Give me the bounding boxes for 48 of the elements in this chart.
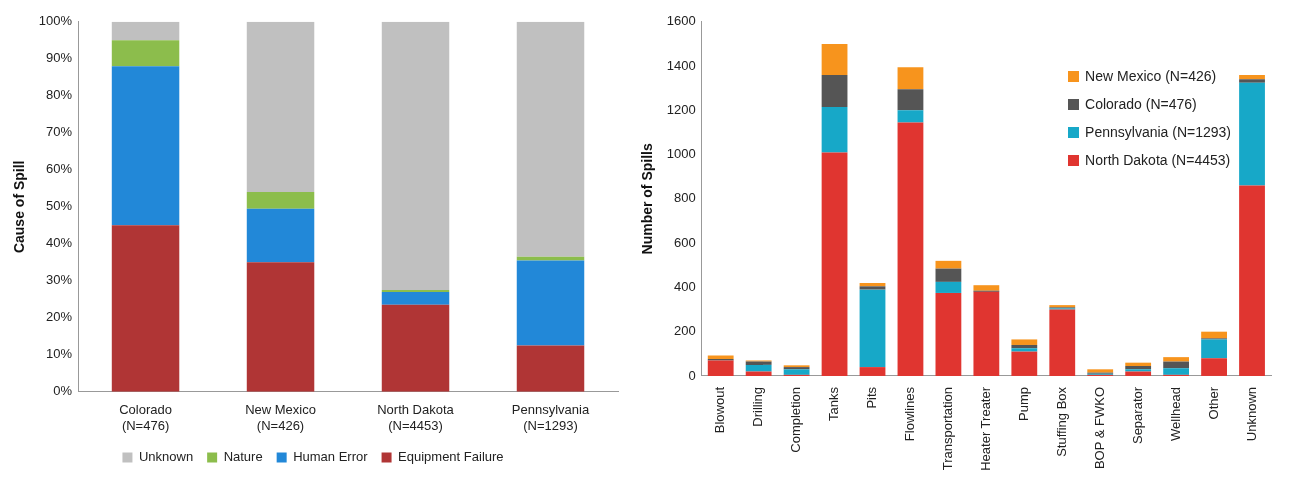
x-tick-label: BOP & FWKO bbox=[1091, 386, 1107, 470]
x-tick-label: Blowout bbox=[712, 386, 728, 434]
y-tick-label: 70% bbox=[46, 124, 73, 140]
x-tick-label: Stuffing Box bbox=[1053, 386, 1069, 457]
legend-label: Pennsylvania (N=1293) bbox=[1085, 124, 1231, 140]
legend-label: Colorado (N=476) bbox=[1085, 96, 1197, 112]
legend-label: Equipment Failure bbox=[398, 449, 504, 465]
y-tick-label: 1400 bbox=[666, 57, 696, 73]
legend-label: North Dakota (N=4453) bbox=[1085, 152, 1231, 168]
y-tick-label: 1000 bbox=[666, 146, 696, 162]
y-axis-title: Cause of Spill bbox=[11, 160, 28, 254]
y-tick-label: 0% bbox=[53, 383, 73, 399]
x-tick-label: Separator bbox=[1129, 386, 1145, 445]
x-tick-label: Drilling bbox=[750, 386, 766, 427]
y-tick-label: 40% bbox=[46, 235, 73, 251]
x-tick-label: Pump bbox=[1015, 386, 1031, 421]
y-tick-label: 0 bbox=[688, 367, 696, 383]
x-tick-label: Pits bbox=[864, 386, 880, 409]
x-tick-label: Wellhead bbox=[1167, 386, 1183, 441]
y-tick-label: 100% bbox=[38, 13, 73, 29]
legend-label: New Mexico (N=426) bbox=[1085, 68, 1217, 84]
y-tick-label: 20% bbox=[46, 309, 73, 325]
y-tick-label: 600 bbox=[674, 234, 696, 250]
y-tick-label: 10% bbox=[46, 346, 73, 362]
x-tick-label: Unknown bbox=[1243, 386, 1259, 442]
x-tick-label: Transportation bbox=[939, 386, 955, 471]
y-tick-label: 1200 bbox=[666, 101, 696, 117]
x-tick-label: Heater Treater bbox=[977, 386, 993, 471]
y-tick-label: 60% bbox=[46, 161, 73, 177]
y-tick-label: 400 bbox=[674, 278, 696, 294]
x-tick-label: Tanks bbox=[826, 386, 842, 421]
x-tick-label: North Dakota (N=4453) bbox=[377, 402, 455, 433]
y-tick-label: 30% bbox=[46, 272, 73, 288]
y-tick-label: 80% bbox=[46, 87, 73, 103]
y-tick-label: 50% bbox=[46, 198, 73, 214]
legend-label: Nature bbox=[223, 449, 263, 465]
y-tick-label: 200 bbox=[674, 323, 696, 339]
x-tick-label: Other bbox=[1205, 386, 1221, 420]
y-tick-label: 90% bbox=[46, 50, 73, 66]
x-tick-label: Colorado (N=476) bbox=[119, 402, 172, 433]
y-tick-label: 1600 bbox=[666, 13, 696, 29]
x-tick-label: Pennsylvania (N=1293) bbox=[511, 402, 590, 433]
x-tick-label: Completion bbox=[788, 386, 804, 453]
x-tick-label: Flowlines bbox=[902, 386, 918, 442]
legend-label: Human Error bbox=[293, 449, 369, 465]
y-axis-title: Number of Spills bbox=[639, 143, 656, 255]
x-tick-label: New Mexico (N=426) bbox=[245, 402, 316, 433]
y-tick-label: 800 bbox=[674, 190, 696, 206]
